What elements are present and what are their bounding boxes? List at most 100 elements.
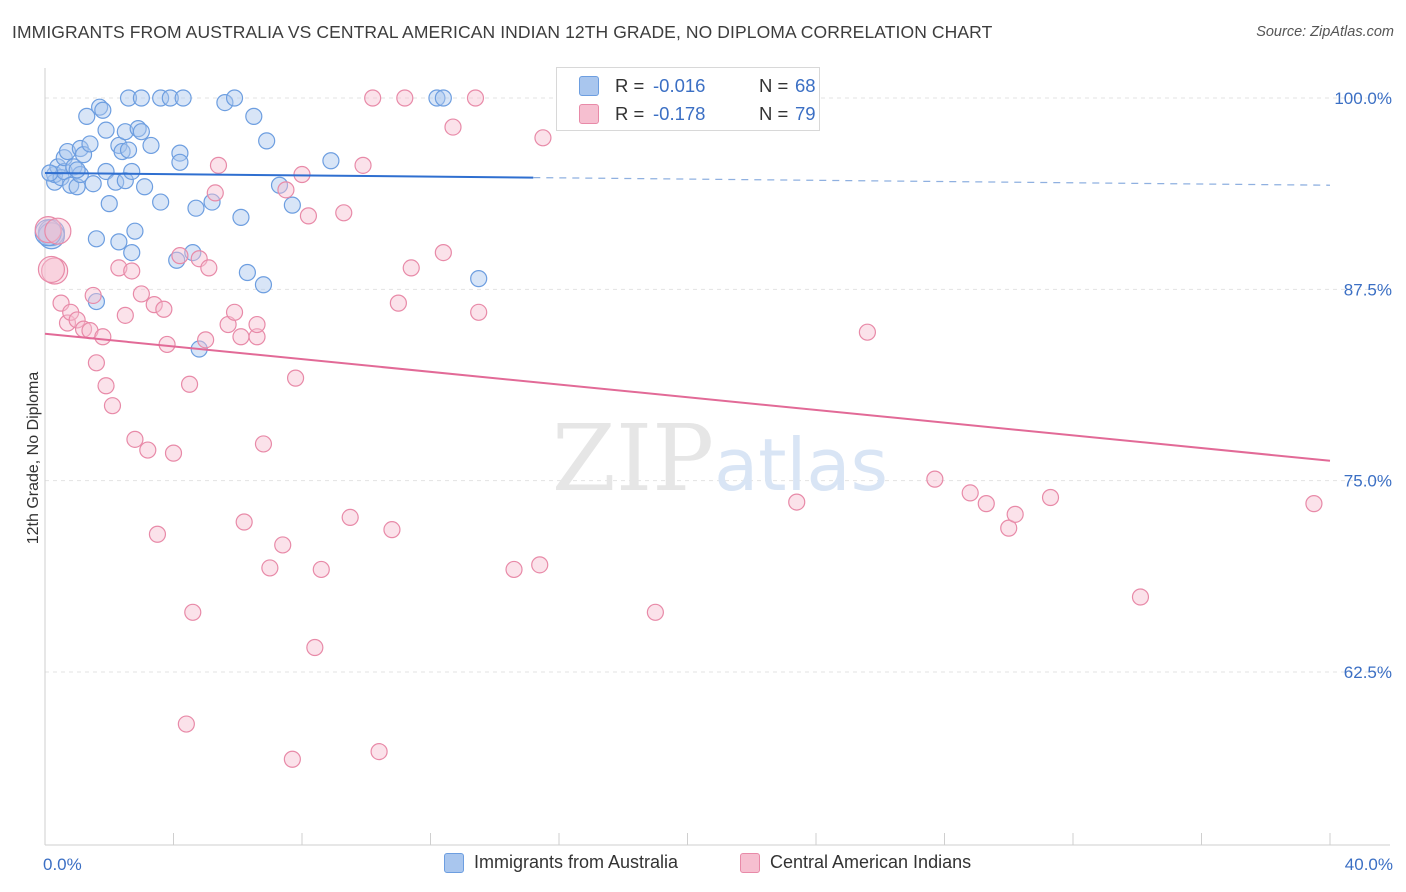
point-australia-49 [187, 199, 205, 217]
point-central-american-10 [94, 328, 112, 346]
y-tick-label-0: 62.5% [1344, 663, 1392, 682]
point-central-american-70 [977, 495, 995, 513]
point-australia-8 [58, 142, 77, 161]
point-australia-63 [434, 89, 452, 107]
point-central-american-61 [505, 560, 523, 579]
point-australia-46 [171, 153, 189, 171]
legend-r-label: R = [615, 75, 645, 96]
legend-r-value: -0.178 [653, 103, 706, 124]
point-australia-67 [68, 161, 86, 179]
grid-layer [45, 97, 1390, 673]
point-australia-34 [123, 243, 141, 262]
point-australia-42 [152, 89, 170, 107]
point-central-american-71 [1000, 519, 1018, 537]
point-australia-64 [470, 270, 488, 288]
point-central-american-3 [58, 314, 77, 332]
legend-n-value: 68 [795, 75, 816, 96]
point-central-american-34 [232, 328, 250, 346]
point-central-american-8 [84, 286, 102, 305]
point-central-american-43 [286, 369, 305, 387]
legend-item-australia[interactable]: Immigrants from Australia [444, 852, 678, 873]
watermark-text: ZIPatlas [552, 405, 888, 512]
trendline-australia [44, 172, 534, 179]
point-central-american-45 [299, 207, 318, 225]
point-central-american-69 [961, 484, 979, 502]
point-central-american-24 [171, 247, 189, 265]
point-australia-51 [216, 93, 234, 112]
point-central-american-59 [466, 89, 485, 107]
point-australia-48 [184, 243, 202, 262]
point-australia-54 [238, 263, 256, 282]
point-australia-9 [62, 176, 80, 194]
point-central-american-40 [274, 536, 292, 554]
point-layer [34, 89, 1323, 768]
point-central-american-33 [225, 303, 244, 321]
x-tick-label-max: 40.0% [1345, 855, 1393, 874]
point-central-american-68 [926, 470, 944, 488]
y-tick-label-2: 87.5% [1344, 280, 1392, 299]
point-central-american-60 [470, 303, 488, 321]
point-central-american-14 [116, 306, 134, 324]
point-central-american-51 [364, 89, 382, 107]
point-australia-55 [245, 107, 263, 125]
point-australia-52 [225, 89, 244, 107]
point-central-american-38 [254, 435, 273, 453]
point-central-american-77 [44, 217, 72, 245]
point-central-american-66 [788, 493, 806, 511]
point-australia-22 [97, 162, 115, 181]
series-legend: Immigrants from Australia Central Americ… [0, 852, 1406, 878]
tick-label-layer: 62.5% 75.0% 87.5% 100.0% 0.0% 40.0% [43, 89, 1393, 874]
point-central-american-52 [370, 742, 388, 761]
point-central-american-28 [197, 331, 215, 349]
trend-layer [44, 172, 1331, 462]
legend-r-value: -0.016 [653, 75, 706, 96]
point-central-american-11 [97, 377, 115, 395]
point-australia-47 [174, 89, 192, 107]
point-central-american-26 [184, 603, 202, 621]
point-australia-35 [126, 222, 144, 240]
point-australia-43 [161, 89, 179, 107]
point-central-american-39 [261, 559, 279, 577]
point-central-american-74 [1131, 588, 1150, 606]
point-australia-20 [91, 98, 109, 116]
point-australia-29 [116, 172, 134, 190]
point-australia-23 [97, 121, 115, 139]
point-central-american-0 [34, 216, 62, 244]
point-australia-38 [132, 89, 150, 107]
legend-item-central-american[interactable]: Central American Indians [740, 852, 971, 873]
point-central-american-49 [341, 508, 359, 527]
point-central-american-55 [396, 89, 414, 107]
point-australia-44 [168, 251, 186, 269]
legend-n-label: N = [759, 103, 789, 124]
point-central-american-31 [209, 156, 228, 174]
point-central-american-29 [200, 259, 218, 277]
point-australia-62 [428, 89, 446, 107]
point-central-american-5 [68, 311, 86, 329]
point-australia-32 [119, 89, 138, 107]
point-central-american-9 [87, 354, 106, 372]
point-central-american-20 [148, 525, 167, 543]
point-australia-33 [123, 162, 141, 181]
point-central-american-17 [132, 285, 150, 303]
point-central-american-46 [306, 638, 324, 657]
point-central-american-53 [383, 521, 401, 539]
legend-label-central-american: Central American Indians [770, 852, 972, 872]
point-central-american-72 [1006, 505, 1024, 523]
point-australia-16 [81, 135, 99, 153]
point-central-american-36 [248, 328, 266, 346]
point-australia-37 [132, 123, 150, 141]
trendline-australia-extension [533, 176, 1331, 186]
point-central-american-35 [235, 513, 253, 531]
point-central-american-16 [126, 430, 144, 448]
point-central-american-64 [646, 603, 664, 621]
point-central-american-12 [103, 397, 122, 415]
point-central-american-75 [1305, 495, 1323, 513]
x-tick-label-min: 0.0% [43, 855, 82, 874]
point-australia-28 [113, 142, 131, 161]
point-central-american-63 [534, 129, 552, 147]
legend-swatch-central-american [740, 852, 760, 873]
point-australia-57 [258, 132, 276, 150]
point-central-american-23 [164, 444, 183, 462]
point-central-american-56 [402, 259, 420, 277]
